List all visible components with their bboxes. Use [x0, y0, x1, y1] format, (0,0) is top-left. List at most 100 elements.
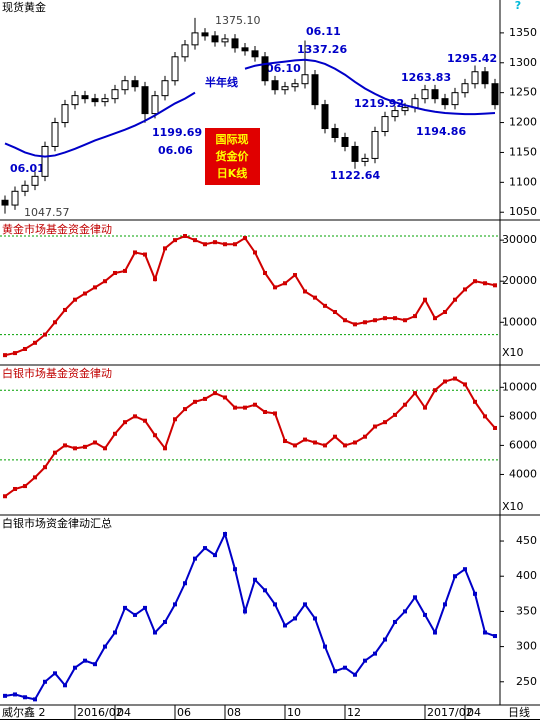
y-tick-label: 250: [516, 675, 537, 688]
point: [143, 252, 147, 257]
point: [483, 281, 487, 286]
point: [103, 279, 107, 284]
help-icon[interactable]: ?: [515, 0, 521, 12]
point: [273, 411, 277, 416]
point: [463, 567, 467, 572]
point: [443, 602, 447, 607]
point: [33, 475, 37, 480]
candle-body: [141, 86, 149, 115]
candle-body: [401, 107, 409, 112]
candle-body: [271, 80, 279, 91]
point: [243, 236, 247, 241]
point: [283, 439, 287, 444]
candle-body: [231, 38, 239, 49]
point: [123, 268, 127, 273]
point: [413, 314, 417, 319]
annotation: 货金价: [215, 149, 250, 163]
point: [223, 532, 227, 536]
point: [23, 346, 27, 351]
point: [313, 616, 317, 621]
point: [433, 316, 437, 321]
candle-body: [241, 47, 249, 52]
panel-title: 白银市场基金资金律动: [2, 366, 112, 380]
y-tick-label: 10000: [502, 380, 537, 393]
point: [403, 318, 407, 323]
point: [253, 402, 257, 407]
point: [193, 238, 197, 243]
point: [253, 250, 257, 255]
annotation: 06.01: [10, 162, 45, 175]
point: [63, 443, 67, 448]
candle-body: [371, 131, 379, 159]
candle-body: [281, 86, 289, 91]
candle-body: [301, 74, 309, 85]
x-tick-label: 08: [227, 706, 241, 719]
x-tick-label: 2016/02: [77, 706, 123, 719]
point: [233, 405, 237, 410]
point: [493, 283, 497, 288]
y-tick-label: 400: [516, 569, 537, 582]
point: [83, 658, 87, 663]
point: [383, 316, 387, 321]
point: [73, 665, 77, 670]
y-tick-label: 350: [516, 604, 537, 617]
point: [173, 238, 177, 243]
point: [13, 351, 17, 356]
annotation: 06.10: [266, 62, 301, 75]
point: [373, 424, 377, 429]
y-tick-label: 1350: [509, 26, 537, 39]
point: [363, 320, 367, 325]
point: [103, 644, 107, 649]
point: [23, 695, 27, 700]
point: [13, 486, 17, 491]
point: [273, 285, 277, 290]
point: [393, 619, 397, 624]
x-tick-label: 04: [117, 706, 131, 719]
point: [203, 546, 207, 551]
y-tick-label: 300: [516, 640, 537, 653]
point: [73, 446, 77, 451]
y-tick-label: 30000: [502, 233, 537, 246]
candle-body: [261, 56, 269, 82]
point: [153, 433, 157, 438]
candle-body: [91, 98, 99, 103]
point: [373, 651, 377, 656]
point: [53, 320, 57, 325]
point: [423, 405, 427, 410]
point: [93, 662, 97, 667]
point: [363, 658, 367, 663]
annotation: 1337.26: [297, 43, 347, 56]
point: [183, 581, 187, 586]
point: [383, 637, 387, 642]
candle-body: [191, 32, 199, 46]
y-tick-label: 8000: [509, 409, 537, 422]
candle-body: [221, 38, 229, 43]
point: [163, 246, 167, 251]
point: [163, 619, 167, 624]
point: [3, 353, 7, 358]
y-tick-label: 10000: [502, 315, 537, 328]
point: [233, 242, 237, 247]
candle-body: [111, 89, 119, 100]
candle-body: [71, 95, 79, 106]
point: [243, 609, 247, 614]
candle-body: [331, 128, 339, 138]
panel-title: 白银市场资金律动汇总: [2, 516, 112, 530]
point: [203, 396, 207, 401]
point: [463, 382, 467, 387]
y-tick-label: 1050: [509, 205, 537, 218]
y-tick-label: 6000: [509, 438, 537, 451]
x-tick-label: 04: [467, 706, 481, 719]
point: [303, 602, 307, 607]
point: [303, 289, 307, 294]
point: [3, 494, 7, 499]
candle-body: [381, 116, 389, 133]
point: [473, 399, 477, 404]
y-tick-label: 450: [516, 534, 537, 547]
point: [333, 310, 337, 315]
point: [93, 440, 97, 445]
candle-body: [181, 44, 189, 58]
candle-body: [351, 145, 359, 162]
point: [133, 414, 137, 419]
